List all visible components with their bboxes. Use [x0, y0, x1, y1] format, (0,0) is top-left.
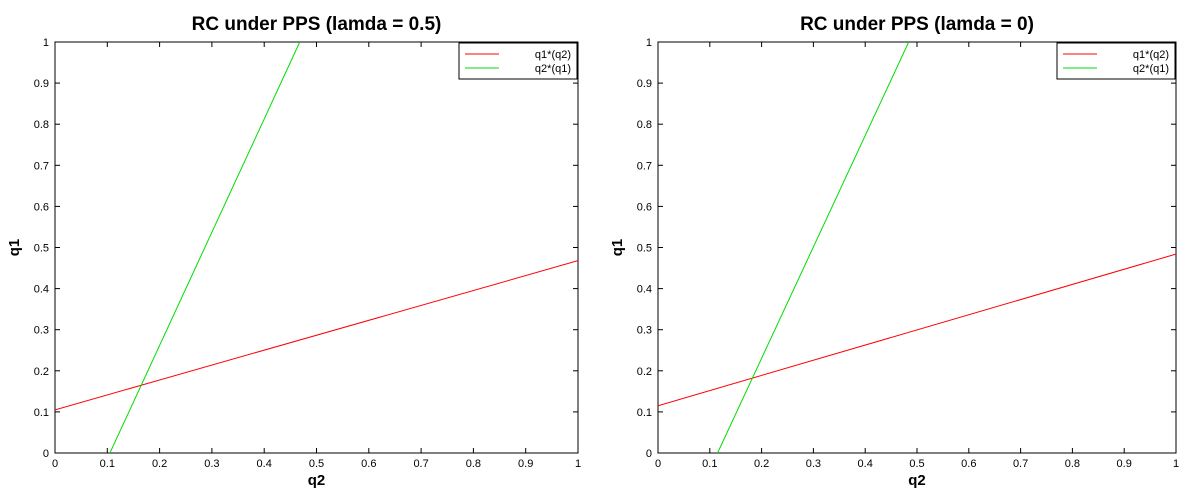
y-tick-label: 1 — [646, 37, 652, 49]
legend-box — [1056, 42, 1176, 80]
y-tick-label: 0.9 — [637, 78, 652, 90]
y-tick-label: 0.4 — [34, 284, 49, 296]
x-tick-label: 0.2 — [152, 458, 167, 470]
legend-label: q2*(q1) — [1133, 63, 1169, 75]
y-tick-label: 1 — [43, 37, 49, 49]
y-tick-label: 0.8 — [34, 119, 49, 131]
y-tick-label: 0.5 — [34, 243, 49, 255]
series-line-q2-star — [109, 42, 301, 453]
x-tick-label: 0.6 — [361, 458, 376, 470]
x-tick-label: 0.4 — [257, 458, 272, 470]
y-axis-label: q1 — [6, 239, 23, 257]
y-tick-label: 0.3 — [34, 325, 49, 337]
chart-panel-right: RC under PPS (lamda = 0) 0 0.1 0.2 0.3 0.4 0.5… — [600, 0, 1185, 501]
x-tick-label: 0.7 — [413, 458, 428, 470]
legend-label: q1*(q2) — [1133, 49, 1169, 61]
x-tick-label: 0.7 — [1013, 458, 1028, 470]
x-axis-label: q2 — [308, 472, 326, 489]
x-tick-label: 0.3 — [204, 458, 219, 470]
y-tick-label: 0.9 — [34, 78, 49, 90]
chart-right: RC under PPS (lamda = 0) 0 0.1 0.2 0.3 0.4 0.5… — [609, 14, 1179, 489]
y-tick-label: 0.6 — [637, 201, 652, 213]
x-tick-label: 0.4 — [858, 458, 873, 470]
x-tick-label: 0.1 — [702, 458, 717, 470]
y-tick-label: 0.3 — [637, 325, 652, 337]
y-axis-label: q1 — [609, 239, 626, 257]
y-tick-label: 0 — [646, 448, 652, 460]
x-tick-label: 0.2 — [754, 458, 769, 470]
plot-area — [54, 41, 579, 454]
y-tick-label: 0.2 — [34, 366, 49, 378]
x-tick-label: 0.8 — [1065, 458, 1080, 470]
chart-title: RC under PPS (lamda = 0.5) — [192, 14, 442, 35]
legend-box — [458, 42, 578, 80]
chart-title: RC under PPS (lamda = 0) — [800, 14, 1034, 35]
y-tick-label: 0.8 — [637, 119, 652, 131]
x-tick-label: 1 — [575, 458, 581, 470]
y-tick-label: 0.7 — [34, 160, 49, 172]
chart-left: RC under PPS (lamda = 0.5) 0 0.1 0.2 0.3 0.4 0… — [6, 14, 581, 489]
x-tick-label: 0.5 — [909, 458, 924, 470]
y-tick-label: 0.1 — [637, 407, 652, 419]
x-axis-label: q2 — [908, 472, 926, 489]
x-tick-label: 0 — [52, 458, 58, 470]
y-tick-label: 0.5 — [637, 243, 652, 255]
x-tick-label: 0.1 — [100, 458, 115, 470]
x-tick-label: 0.6 — [961, 458, 976, 470]
y-tick-label: 0.2 — [637, 366, 652, 378]
series-line-q1-star — [55, 260, 578, 411]
x-tick-label: 0.5 — [309, 458, 324, 470]
x-tick-label: 0.8 — [466, 458, 481, 470]
x-tick-label: 0 — [655, 458, 661, 470]
legend-label: q2*(q1) — [535, 63, 571, 75]
plot-area — [657, 41, 1177, 454]
legend-label: q1*(q2) — [535, 49, 571, 61]
x-tick-label: 1 — [1173, 458, 1179, 470]
y-tick-label: 0.4 — [637, 284, 652, 296]
x-tick-label: 0.9 — [518, 458, 533, 470]
x-tick-label: 0.9 — [1117, 458, 1132, 470]
chart-panel-left: RC under PPS (lamda = 0.5) 0 0.1 0.2 0.3 0.4 0… — [0, 0, 592, 501]
y-tick-label: 0.1 — [34, 407, 49, 419]
series-line-q2-star — [717, 42, 910, 453]
y-tick-label: 0.6 — [34, 201, 49, 213]
y-tick-label: 0.7 — [637, 160, 652, 172]
series-line-q1-star — [658, 253, 1176, 407]
y-tick-label: 0 — [43, 448, 49, 460]
x-tick-label: 0.3 — [806, 458, 821, 470]
